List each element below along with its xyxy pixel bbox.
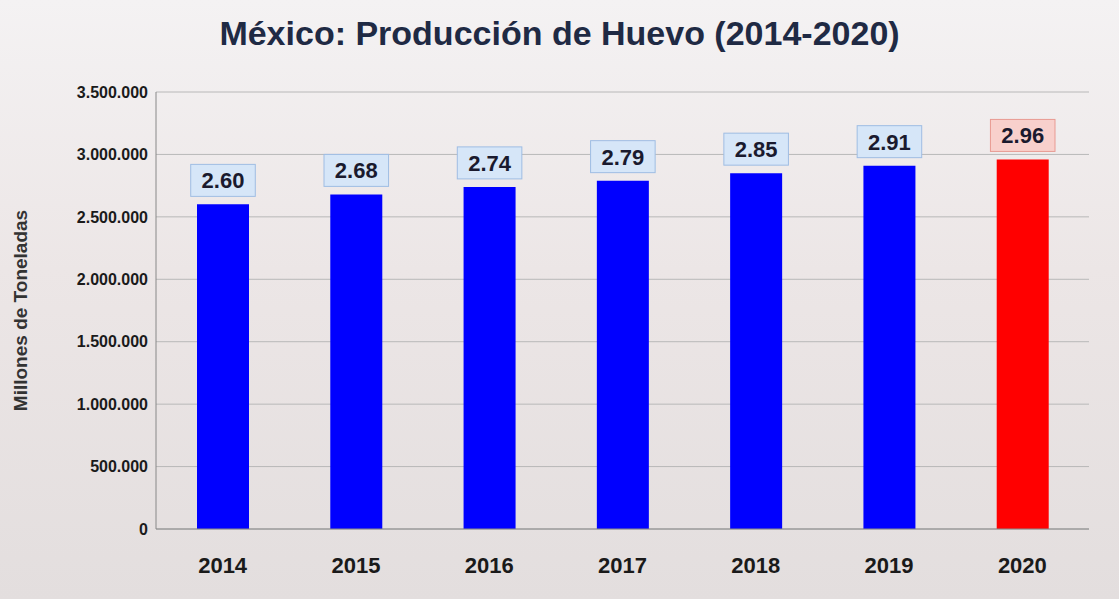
svg-text:2.74: 2.74 xyxy=(468,151,512,176)
svg-text:2.500.000: 2.500.000 xyxy=(77,209,148,226)
svg-text:2014: 2014 xyxy=(198,553,248,578)
svg-text:2.68: 2.68 xyxy=(335,158,378,183)
svg-text:2018: 2018 xyxy=(731,553,780,578)
svg-text:2015: 2015 xyxy=(331,553,380,578)
svg-text:2.79: 2.79 xyxy=(601,145,644,170)
svg-text:1.000.000: 1.000.000 xyxy=(77,396,148,413)
svg-text:2017: 2017 xyxy=(598,553,647,578)
svg-text:2.85: 2.85 xyxy=(735,137,778,162)
svg-text:2.60: 2.60 xyxy=(202,168,245,193)
svg-text:2020: 2020 xyxy=(998,553,1047,578)
svg-text:0: 0 xyxy=(139,521,148,538)
html-text:México: Producción de Huevo (2: México: Producción de Huevo (2014-2020) xyxy=(219,14,900,52)
svg-text:2.91: 2.91 xyxy=(868,130,911,155)
svg-text:3.500.000: 3.500.000 xyxy=(77,84,148,101)
svg-text:2019: 2019 xyxy=(865,553,914,578)
svg-text:2016: 2016 xyxy=(465,553,514,578)
svg-text:2.96: 2.96 xyxy=(1001,123,1044,148)
svg-text:2.000.000: 2.000.000 xyxy=(77,271,148,288)
svg-text:Millones de Toneladas: Millones de Toneladas xyxy=(10,210,31,411)
svg-text:3.000.000: 3.000.000 xyxy=(77,146,148,163)
svg-text:1.500.000: 1.500.000 xyxy=(77,333,148,350)
svg-text:500.000: 500.000 xyxy=(90,458,148,475)
